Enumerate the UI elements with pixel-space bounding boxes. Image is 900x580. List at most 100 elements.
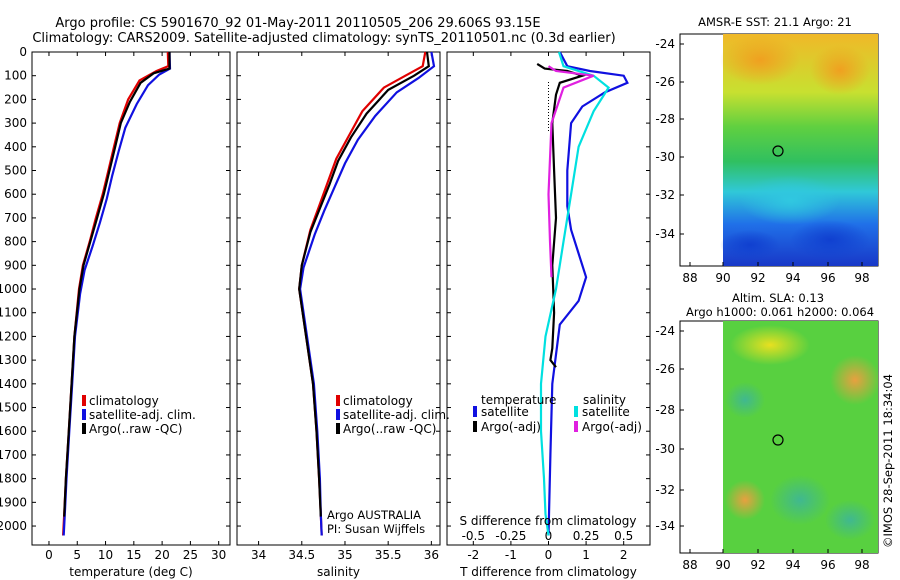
temperature-legend: climatology satellite-adj. clim. Argo(..…: [82, 394, 196, 436]
series-line: [298, 51, 436, 536]
y-tick-label: 1500: [0, 401, 27, 415]
x-tick-label: 35: [337, 548, 352, 562]
x-tick-label: 92: [750, 271, 765, 285]
x-tick-label: 90: [715, 558, 730, 572]
legend-label-satellite: satellite-adj. clim.: [343, 408, 450, 422]
y-tick-label: -28: [655, 403, 675, 417]
y-tick-label: -24: [655, 324, 675, 338]
y-tick-label: 1000: [0, 282, 27, 296]
sst-map-axes: 88 90 92 94 96 98 -24 -26 -28 -30 -32 -34: [655, 37, 869, 285]
x-axis-label: temperature (deg C): [69, 565, 192, 579]
x-tick-label: 88: [682, 558, 697, 572]
sst-map: AMSR-E SST: 21.1 Argo: 21 88 90 92 94 96 98 -2…: [655, 15, 879, 285]
sla-map-title-line2: Argo h1000: 0.061 h2000: 0.064: [686, 305, 874, 319]
y-tick-label: 1100: [0, 306, 27, 320]
y-tick-label: 2000: [0, 519, 27, 533]
y-tick-label: 1200: [0, 329, 27, 343]
x-tick-label: 94: [785, 271, 800, 285]
legend-label-climatology: climatology: [89, 394, 159, 408]
series-line: [298, 51, 430, 517]
y-tick-label: 1400: [0, 377, 27, 391]
series-line: [539, 51, 611, 536]
y-tick-label: 600: [4, 187, 27, 201]
series-line: [547, 65, 595, 278]
x-tick-label: 94: [785, 558, 800, 572]
y-tick-label: -34: [655, 519, 675, 533]
legend-swatch-temp-argo: [473, 421, 477, 432]
secondary-x-tick-label: 0.25: [573, 529, 600, 543]
x-tick-label: 96: [820, 558, 835, 572]
x-tick-label: 36: [424, 548, 439, 562]
sst-cold-patch: [790, 220, 870, 260]
legend-label-temp-satellite: satellite: [481, 405, 529, 419]
x-axis-label: salinity: [317, 565, 360, 579]
legend-swatch-temp-satellite: [473, 406, 477, 417]
pi-label: PI: Susan Wijffels: [327, 522, 425, 536]
series-line: [536, 62, 586, 368]
y-tick-label: 1700: [0, 448, 27, 462]
sla-low-patch: [725, 382, 765, 418]
y-tick-label: 200: [4, 92, 27, 106]
plot-frame: [31, 51, 231, 546]
sst-cool-patch: [740, 175, 840, 225]
series-line: [63, 52, 171, 517]
x-tick-label: 88: [682, 271, 697, 285]
x-tick-label: 20: [154, 548, 169, 562]
legend-swatch-climatology: [336, 395, 340, 406]
difference-panel: -2 -1 0 1 2 T difference from climatology -0.5…: [446, 51, 651, 579]
y-tick-label: -26: [655, 75, 675, 89]
secondary-x-tick-label: 0.5: [614, 529, 633, 543]
legend-swatch-satellite: [336, 409, 340, 420]
x-tick-label: 98: [854, 558, 869, 572]
y-tick-label: 0: [19, 45, 27, 59]
argo-location-marker: [772, 434, 784, 446]
x-tick-label: 30: [211, 548, 226, 562]
y-tick-label: -32: [655, 188, 675, 202]
y-tick-label: -28: [655, 112, 675, 126]
x-tick-label: 90: [715, 271, 730, 285]
legend-swatch-sal-argo: [574, 421, 578, 432]
s-difference-label: S difference from climatology: [460, 514, 637, 528]
legend-swatch-sal-satellite: [574, 406, 578, 417]
sla-low-patch: [770, 475, 830, 525]
x-tick-label: 10: [98, 548, 113, 562]
difference-legend: temperature salinity satellite Argo(-adj…: [460, 393, 642, 528]
sla-map-axes: 88 90 92 94 96 98 -24 -26 -28 -30 -32 -34: [655, 324, 869, 572]
y-tick-label: 500: [4, 164, 27, 178]
y-tick-label: -26: [655, 362, 675, 376]
legend-swatch-climatology: [82, 395, 86, 406]
x-tick-label: 98: [854, 271, 869, 285]
legend-group-temperature: temperature: [481, 393, 556, 407]
plot-frame: [446, 51, 651, 546]
y-tick-label: -34: [655, 227, 675, 241]
x-tick-label: 35.5: [375, 548, 402, 562]
x-tick-label: 0: [45, 548, 53, 562]
x-tick-label: 15: [126, 548, 141, 562]
header-line2: Climatology: CARS2009. Satellite-adjuste…: [32, 31, 615, 46]
y-tick-label: 400: [4, 140, 27, 154]
y-tick-label: -32: [655, 483, 675, 497]
x-tick-label: 1: [582, 548, 590, 562]
sst-cold-patch: [720, 230, 780, 260]
x-tick-label: 34: [251, 548, 266, 562]
salinity-legend: climatology satellite-adj. clim. Argo(..…: [327, 394, 450, 536]
sst-map-title: AMSR-E SST: 21.1 Argo: 21: [698, 15, 852, 29]
header-line1: Argo profile: CS 5901670_92 01-May-2011 …: [55, 16, 540, 31]
y-tick-label: 900: [4, 258, 27, 272]
series-line: [547, 51, 629, 536]
y-tick-label: -24: [655, 37, 675, 51]
y-tick-label: 300: [4, 116, 27, 130]
sla-high-patch: [830, 355, 880, 405]
sla-low-patch: [825, 500, 875, 540]
credit-label: ©IMOS 28-Sep-2011 18:34:04: [881, 374, 895, 548]
y-tick-label: 1300: [0, 353, 27, 367]
sst-warm-patch: [810, 45, 870, 95]
sla-map-title-line1: Altim. SLA: 0.13: [732, 291, 824, 305]
legend-swatch-argo: [336, 423, 340, 434]
legend-label-sal-argo: Argo(-adj): [582, 420, 642, 434]
sla-map: Altim. SLA: 0.13 Argo h1000: 0.061 h2000…: [655, 291, 880, 572]
y-tick-label: 700: [4, 211, 27, 225]
x-axis-label: T difference from climatology: [459, 565, 637, 579]
x-tick-label: -1: [505, 548, 517, 562]
